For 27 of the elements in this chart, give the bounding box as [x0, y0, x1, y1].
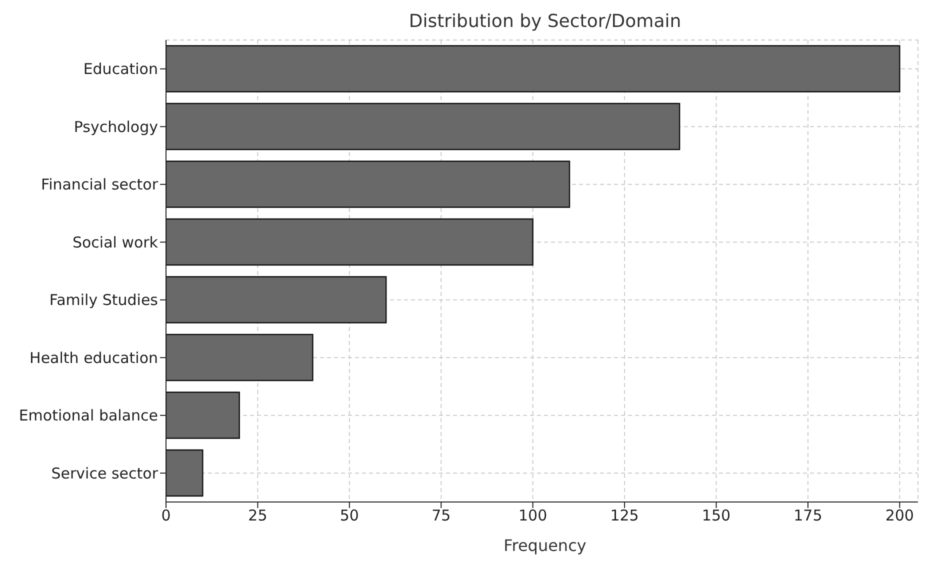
bar — [166, 218, 534, 266]
bar — [166, 334, 314, 382]
bar — [166, 449, 204, 497]
bar — [166, 160, 570, 208]
x-tick-label: 150 — [702, 506, 731, 525]
chart-title: Distribution by Sector/Domain — [408, 10, 682, 34]
y-tick-label: Social work — [72, 233, 158, 252]
x-tick-label: 25 — [248, 506, 268, 525]
x-tick-label: 50 — [340, 506, 359, 525]
y-tick-label: Family Studies — [49, 291, 158, 310]
y-tick-label: Psychology — [74, 118, 158, 136]
x-tick-label: 0 — [161, 506, 171, 525]
x-axis-title: Frequency — [502, 536, 588, 555]
bar — [166, 276, 387, 324]
y-tick-label: Emotional balance — [18, 406, 158, 425]
bar — [166, 45, 900, 92]
x-tick-label: 100 — [518, 506, 548, 525]
x-tick-label: 125 — [610, 506, 639, 525]
x-tick-label: 75 — [432, 506, 451, 525]
x-tick-label: 175 — [794, 506, 822, 525]
x-tick-label: 200 — [885, 506, 914, 525]
y-tick-label: Service sector — [51, 464, 159, 482]
y-tick-label: Financial sector — [41, 176, 159, 194]
y-tick-label: Health education — [30, 348, 158, 367]
bar — [166, 392, 240, 439]
bar — [166, 102, 680, 150]
y-tick-label: Education — [83, 60, 158, 78]
